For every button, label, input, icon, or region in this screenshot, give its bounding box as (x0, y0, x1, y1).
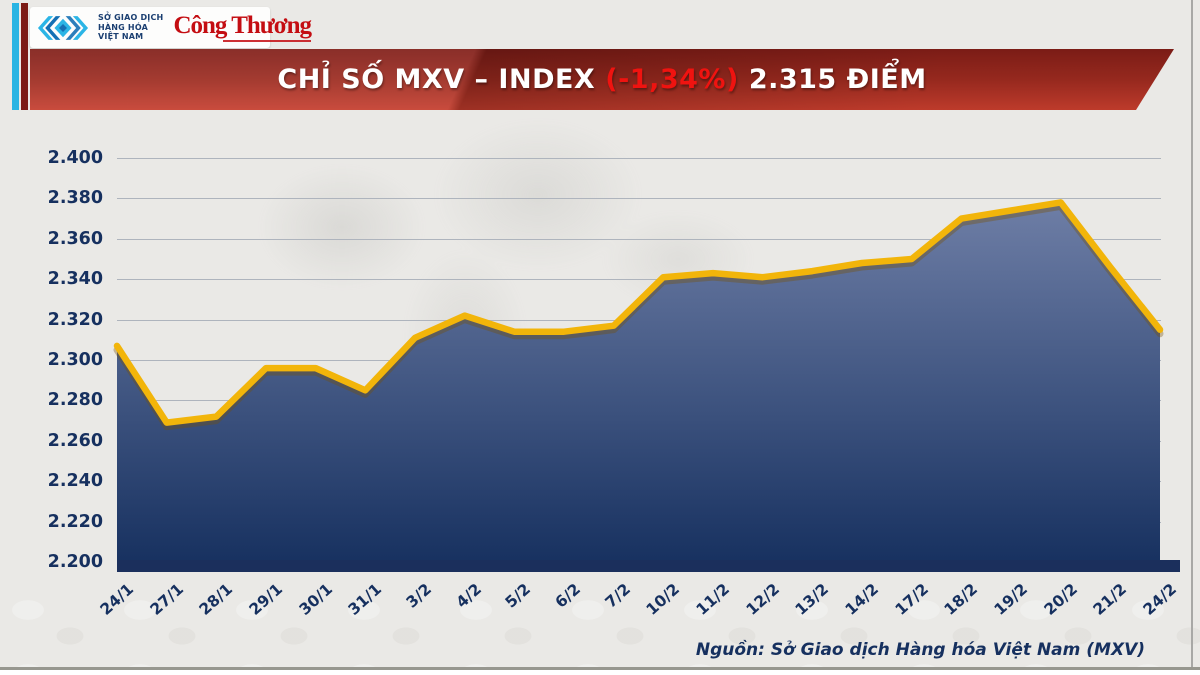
x-axis-label: 5/2 (502, 580, 535, 612)
bottom-margin (0, 670, 1200, 675)
x-axis-label: 21/2 (1090, 580, 1131, 619)
left-accent-stripe-cyan (12, 3, 19, 110)
y-axis-label: 2.240 (47, 471, 103, 492)
x-axis-label: 24/2 (1139, 580, 1181, 619)
x-axis-label: 14/2 (841, 580, 883, 619)
x-axis-label: 28/1 (196, 580, 237, 619)
newspaper-wordmark: Công Thương (173, 12, 312, 39)
x-axis-label: 20/2 (1040, 580, 1081, 619)
gridline (117, 238, 1161, 240)
x-axis-label: 31/1 (345, 580, 386, 619)
x-axis-label: 18/2 (941, 580, 982, 619)
source-note: Nguồn: Sở Giao dịch Hàng hóa Việt Nam (M… (695, 640, 1145, 660)
logo-bar: SỞ GIAO DỊCH HÀNG HÓA VIỆT NAM Công Thươ… (30, 7, 312, 48)
gridline (117, 158, 1161, 159)
chart-title-change-percent: (-1,34%) (605, 64, 739, 95)
x-axis-label: 4/2 (452, 580, 485, 612)
right-border (1191, 0, 1193, 675)
x-axis-line (117, 560, 1180, 572)
y-axis-label: 2.200 (47, 552, 103, 572)
y-axis-label: 2.300 (47, 350, 103, 370)
y-axis-label: 2.260 (47, 430, 103, 451)
x-axis-label: 17/2 (891, 580, 932, 619)
x-axis-label: 27/1 (146, 580, 187, 619)
index-line (113, 199, 1164, 426)
x-axis-label: 3/2 (402, 580, 436, 612)
newspaper-logo: Công Thương (173, 12, 312, 42)
area-fill (117, 202, 1160, 568)
title-banner: CHỈ SỐ MXV – INDEX (-1,34%) 2.315 ĐIỂM (30, 49, 1174, 110)
x-axis-label: 24/1 (96, 580, 138, 619)
y-axis-label: 2.360 (47, 228, 103, 249)
x-axis-label: 13/2 (792, 580, 833, 619)
x-axis-label: 7/2 (601, 580, 634, 612)
chart-title-main: CHỈ SỐ MXV – INDEX (277, 64, 596, 95)
x-axis-label: 30/1 (295, 580, 336, 619)
mxv-logo-icon (37, 15, 89, 40)
left-accent-stripe-red (21, 3, 28, 110)
x-axis-label: 29/1 (245, 580, 287, 619)
x-axis-label: 6/2 (551, 580, 585, 612)
bottom-border (0, 667, 1200, 670)
gridline (117, 198, 1161, 200)
y-axis-label: 2.340 (47, 269, 103, 290)
area-chart (113, 199, 1164, 568)
y-axis-label: 2.280 (47, 390, 103, 411)
y-axis-label: 2.380 (47, 188, 103, 209)
x-axis-label: 19/2 (990, 580, 1032, 619)
x-axis-label: 11/2 (692, 580, 734, 619)
x-axis-label: 12/2 (742, 580, 783, 619)
gridline (117, 279, 1161, 281)
chart-title-points: 2.315 ĐIỂM (748, 64, 927, 95)
x-axis-label: 10/2 (643, 580, 684, 619)
exchange-name: SỞ GIAO DỊCH HÀNG HÓA VIỆT NAM (98, 13, 164, 42)
newspaper-tagline-rule (223, 40, 312, 42)
y-axis-label: 2.400 (47, 148, 103, 168)
y-axis-label: 2.320 (47, 309, 103, 330)
y-axis-label: 2.220 (47, 511, 103, 532)
